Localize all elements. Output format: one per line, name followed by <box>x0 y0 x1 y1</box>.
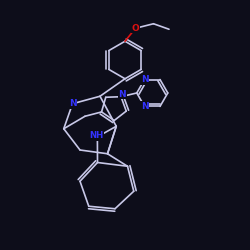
Text: N: N <box>69 99 76 108</box>
Text: N: N <box>141 102 148 111</box>
Text: N: N <box>141 75 148 84</box>
Text: O: O <box>132 24 140 33</box>
Text: NH: NH <box>89 131 103 140</box>
Text: N: N <box>118 90 126 99</box>
